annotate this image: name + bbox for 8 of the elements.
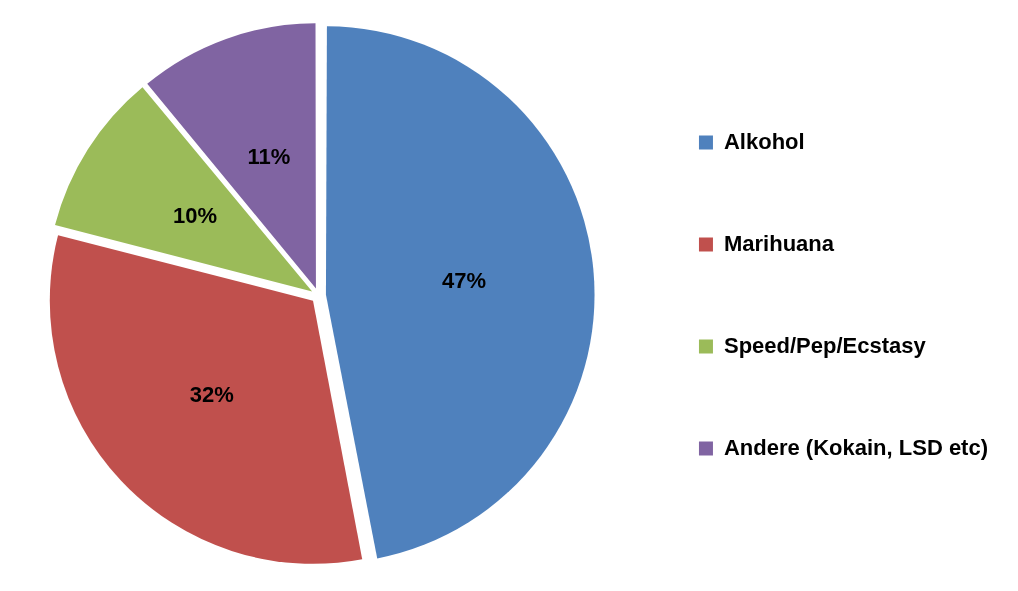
legend-label: Speed/Pep/Ecstasy [723, 332, 927, 358]
data-label: 11% [247, 143, 291, 169]
legend-label: Alkohol [723, 128, 805, 154]
data-label: 32% [189, 381, 234, 407]
data-label: 10% [172, 203, 218, 229]
legend-label: Marihuana [723, 230, 835, 256]
legend-label: Andere (Kokain, LSD etc) [723, 434, 988, 460]
data-label: 47% [442, 267, 487, 293]
